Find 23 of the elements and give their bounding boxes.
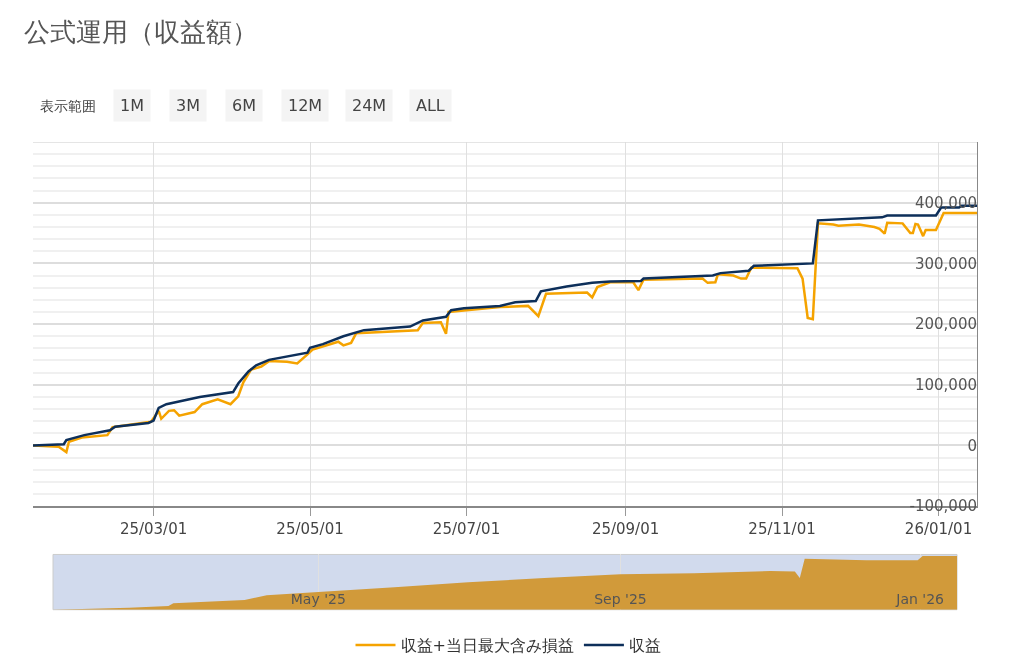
x-tick-label: 25/09/01: [591, 520, 660, 539]
text: 1M: [120, 96, 144, 115]
text: 6M: [232, 96, 256, 115]
text: ALL: [416, 96, 445, 115]
text: 3M: [176, 96, 200, 115]
x-tick-label: 25/03/01: [119, 520, 188, 539]
y-tick-label: 100,000: [914, 376, 977, 395]
text: 12M: [288, 96, 323, 115]
x-tick-label: Sep '25: [594, 590, 647, 607]
x-tick-label: Jan '26: [895, 590, 945, 607]
text: 表示範囲: [40, 98, 96, 114]
y-tick-label: 200,000: [914, 315, 977, 334]
x-tick-label: 26/01/01: [904, 520, 973, 539]
x-tick-label: 25/05/01: [276, 520, 344, 539]
text: 24M: [352, 96, 387, 115]
legend-label: 収益: [628, 636, 661, 656]
chart-title: 公式運用（収益額）: [24, 17, 258, 47]
y-tick-label: 0: [967, 436, 977, 455]
x-tick-label: 25/07/01: [432, 520, 501, 539]
x-tick-label: 25/11/01: [748, 520, 816, 539]
y-tick-label: 300,000: [914, 254, 977, 273]
x-tick-label: May '25: [290, 590, 346, 607]
legend-label: 収益+当日最大含み損益: [400, 636, 574, 656]
